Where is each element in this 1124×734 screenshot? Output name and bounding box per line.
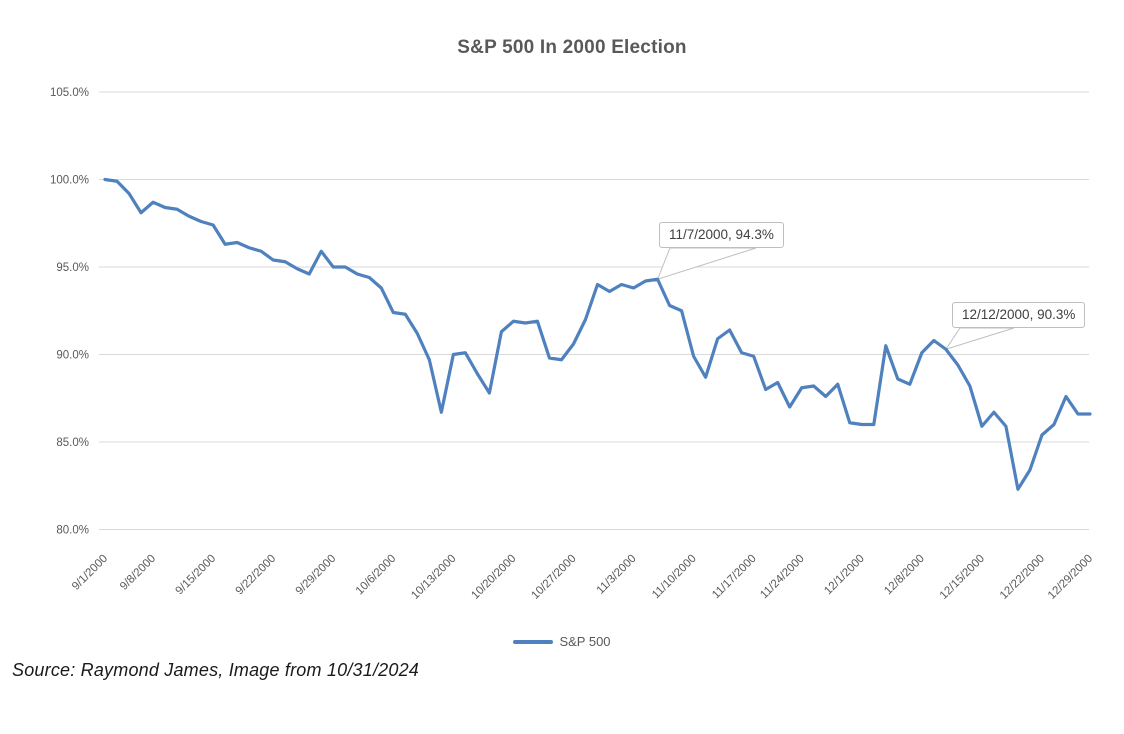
- x-tick-label: 9/22/2000: [234, 553, 279, 598]
- legend-line-marker: [513, 639, 554, 644]
- series-line: [103, 177, 1092, 491]
- x-tick-label: 10/20/2000: [469, 553, 518, 602]
- annotation-callout-1: 11/7/2000, 94.3%: [659, 222, 784, 248]
- x-tick-label: 11/17/2000: [710, 553, 759, 602]
- annotation-leader: [944, 327, 1015, 351]
- annotation-callout-2: 12/12/2000, 90.3%: [952, 302, 1086, 328]
- x-tick-label: 11/24/2000: [758, 553, 807, 602]
- x-tick-label: 9/29/2000: [294, 553, 339, 598]
- chart-title: S&P 500 In 2000 Election: [457, 37, 687, 58]
- x-tick-label: 9/1/2000: [70, 553, 110, 593]
- y-tick-label: 80.0%: [56, 525, 89, 537]
- x-tick-label: 12/29/2000: [1046, 553, 1095, 602]
- y-tick-label: 90.0%: [56, 350, 89, 362]
- x-tick-label: 9/8/2000: [118, 553, 158, 593]
- x-tick-label: 12/22/2000: [998, 553, 1047, 602]
- y-tick-label: 85.0%: [56, 437, 89, 449]
- x-tick-label: 12/15/2000: [938, 553, 987, 602]
- legend: S&P 500: [0, 634, 1124, 649]
- x-tick-label: 9/15/2000: [174, 553, 219, 598]
- source-note: Source: Raymond James, Image from 10/31/…: [12, 660, 420, 680]
- x-tick-label: 10/6/2000: [354, 553, 399, 598]
- y-tick-label: 100.0%: [50, 175, 89, 187]
- x-tick-label: 12/1/2000: [822, 553, 867, 598]
- x-tick-label: 10/13/2000: [409, 553, 458, 602]
- x-tick-label: 11/3/2000: [595, 553, 639, 597]
- legend-label: S&P 500: [559, 634, 611, 649]
- annotation-leader: [656, 247, 757, 281]
- x-tick-label: 12/8/2000: [882, 553, 927, 598]
- x-tick-label: 10/27/2000: [529, 553, 578, 602]
- y-tick-label: 105.0%: [50, 87, 89, 99]
- x-tick-label: 11/10/2000: [650, 553, 699, 602]
- y-tick-label: 95.0%: [56, 262, 89, 274]
